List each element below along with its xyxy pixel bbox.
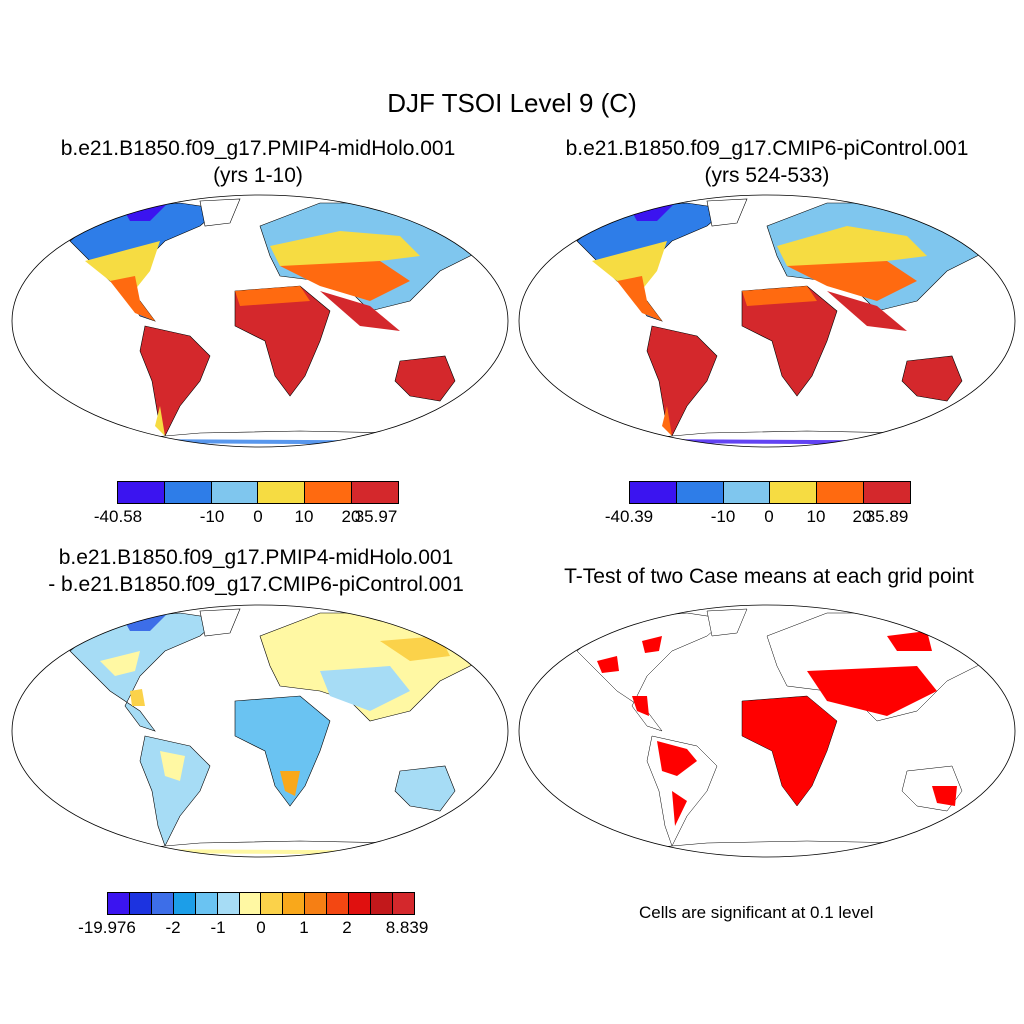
significance-note: Cells are significant at 0.1 level: [639, 903, 874, 922]
cbar3-swatch: [261, 893, 284, 914]
cbar2-label: -40.39: [604, 507, 654, 526]
cbar3-label: -19.976: [78, 918, 136, 937]
cbar2-swatch: [817, 482, 865, 503]
cbar3-swatch: [392, 893, 414, 914]
cbar3-swatch: [151, 893, 174, 914]
cbar3-swatch: [217, 893, 240, 914]
panel-title-diff-line1: b.e21.B1850.f09_g17.PMIP4-midHolo.001: [58, 546, 454, 569]
cbar2-label: 35.89: [865, 507, 909, 526]
cbar3-label: -2: [165, 918, 181, 937]
cbar3-swatch: [108, 893, 130, 914]
cbar3-swatch: [327, 893, 350, 914]
map-ttest: [518, 604, 1016, 858]
cbar1-label: 20: [341, 507, 361, 526]
cbar3-swatch: [349, 893, 372, 914]
cbar2-swatch: [864, 482, 910, 503]
panel-title-ttest-line1: T-Test of two Case means at each grid po…: [564, 565, 974, 588]
panel-title-diff-line2: - b.e21.B1850.f09_g17.CMIP6-piControl.00…: [48, 573, 464, 596]
panel-title-case2: b.e21.B1850.f09_g17.CMIP6-piControl.001 …: [516, 135, 1018, 189]
panel-title-case2-line1: b.e21.B1850.f09_g17.CMIP6-piControl.001: [565, 137, 969, 160]
cbar2-swatch: [630, 482, 677, 503]
cbar1-swatch: [352, 482, 398, 503]
cbar3-label: -1: [210, 918, 226, 937]
cbar3-label: 0: [256, 918, 266, 937]
map-case1: [11, 194, 509, 448]
cbar3-swatch: [173, 893, 196, 914]
cbar3-swatch: [239, 893, 262, 914]
panel-title-case2-line2: (yrs 524-533): [704, 164, 830, 187]
panel-title-case1: b.e21.B1850.f09_g17.PMIP4-midHolo.001 (y…: [10, 135, 506, 189]
cbar1-label: 0: [253, 507, 263, 526]
cbar3-swatch: [129, 893, 152, 914]
panel-title-ttest: T-Test of two Case means at each grid po…: [514, 563, 1024, 590]
panel-title-diff: b.e21.B1850.f09_g17.PMIP4-midHolo.001 - …: [2, 544, 510, 598]
cbar3-label: 2: [342, 918, 352, 937]
colorbar-case1: [117, 481, 399, 504]
continent-africa: [234, 285, 331, 397]
cbar1-label: -40.58: [93, 507, 143, 526]
cbar1-swatch: [305, 482, 353, 503]
cbar1-label: -10: [199, 507, 225, 526]
panel-title-case1-line2: (yrs 1-10): [213, 164, 303, 187]
cbar3-label: 8.839: [385, 918, 429, 937]
continent-australia: [394, 355, 456, 402]
cbar1-swatch: [211, 482, 259, 503]
cbar2-swatch: [676, 482, 724, 503]
colorbar-case2: [629, 481, 911, 504]
panel-title-case1-line1: b.e21.B1850.f09_g17.PMIP4-midHolo.001: [60, 137, 456, 160]
cbar2-label: 0: [764, 507, 774, 526]
cbar3-swatch: [371, 893, 393, 914]
map-case2: [518, 194, 1016, 448]
cbar1-label: 35.97: [354, 507, 398, 526]
cbar3-swatch: [305, 893, 328, 914]
cbar2-label: 20: [852, 507, 872, 526]
cbar2-label: -10: [710, 507, 736, 526]
cbar3-swatch: [195, 893, 218, 914]
continent-south-america: [139, 325, 211, 437]
map-difference: [11, 604, 509, 858]
cbar1-swatch: [258, 482, 306, 503]
cbar3-swatch: [283, 893, 306, 914]
figure-title: DJF TSOI Level 9 (C): [387, 88, 637, 118]
cbar2-label: 10: [806, 507, 826, 526]
cbar1-label: 10: [294, 507, 314, 526]
colorbar-diff: [107, 892, 415, 915]
cbar1-swatch: [164, 482, 212, 503]
cbar3-label: 1: [299, 918, 309, 937]
cbar1-swatch: [118, 482, 165, 503]
cbar2-swatch: [723, 482, 771, 503]
cbar2-swatch: [770, 482, 818, 503]
